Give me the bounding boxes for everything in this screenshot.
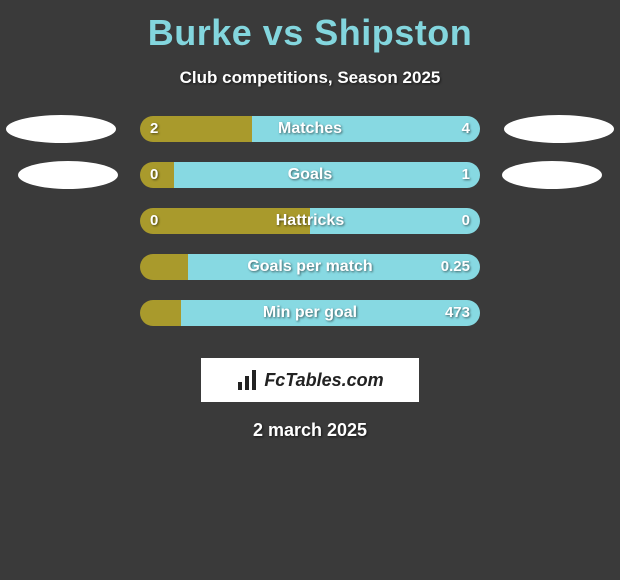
logo-box: FcTables.com [201, 358, 419, 402]
stat-value-right: 0 [462, 208, 470, 234]
stat-bar-left [140, 300, 181, 326]
stat-value-left: 0 [150, 162, 158, 188]
stat-value-left: 2 [150, 116, 158, 142]
stat-bar-right [181, 300, 480, 326]
logo-text: FcTables.com [264, 370, 383, 391]
team-oval-right [504, 115, 614, 143]
stat-bar-right [188, 254, 480, 280]
stat-row: Hattricks00 [0, 208, 620, 254]
stat-row: Goals01 [0, 162, 620, 208]
page-title: Burke vs Shipston [0, 0, 620, 54]
team-oval-left [18, 161, 118, 189]
stat-bar [140, 300, 480, 326]
stat-bar [140, 162, 480, 188]
stat-bar-left [140, 254, 188, 280]
page-subtitle: Club competitions, Season 2025 [0, 68, 620, 88]
stat-bar-right [174, 162, 480, 188]
stat-value-right: 473 [445, 300, 470, 326]
stat-row: Goals per match0.25 [0, 254, 620, 300]
stat-value-left: 0 [150, 208, 158, 234]
stat-bar [140, 254, 480, 280]
bars-icon [236, 368, 260, 392]
stat-bar-right [310, 208, 480, 234]
stat-value-right: 0.25 [441, 254, 470, 280]
logo: FcTables.com [236, 368, 383, 392]
team-oval-left [6, 115, 116, 143]
stat-bar [140, 208, 480, 234]
stat-bar-right [252, 116, 480, 142]
footer-date: 2 march 2025 [0, 420, 620, 441]
team-oval-right [502, 161, 602, 189]
stat-bar-left [140, 208, 310, 234]
stat-row: Min per goal473 [0, 300, 620, 346]
stat-value-right: 1 [462, 162, 470, 188]
stat-value-right: 4 [462, 116, 470, 142]
stat-rows: Matches24Goals01Hattricks00Goals per mat… [0, 116, 620, 346]
stat-row: Matches24 [0, 116, 620, 162]
stat-bar [140, 116, 480, 142]
